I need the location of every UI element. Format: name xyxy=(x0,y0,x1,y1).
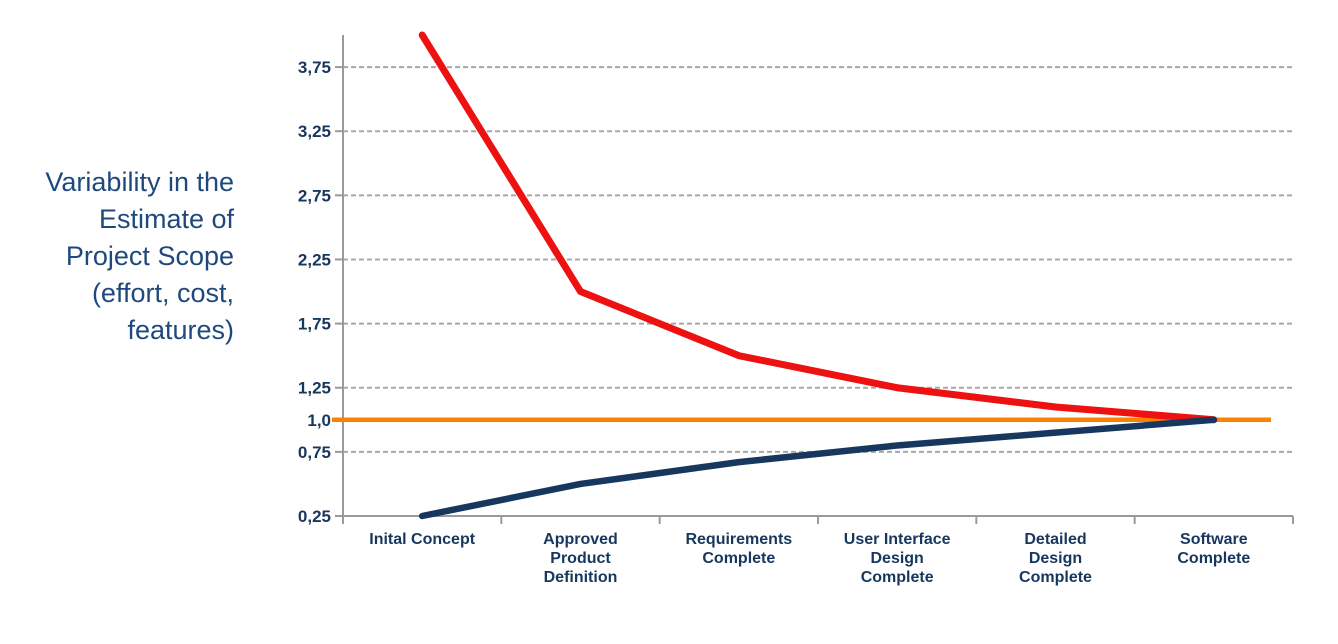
y-tick-label: 3,75 xyxy=(298,58,331,77)
y-tick-label: 0,25 xyxy=(298,507,331,526)
y-tick-label: 1,75 xyxy=(298,315,331,334)
series-lower-estimate xyxy=(418,416,1218,520)
y-tick-label: 2,75 xyxy=(298,186,331,205)
series-upper-estimate xyxy=(418,31,1218,424)
y-tick-label: 1,25 xyxy=(298,379,331,398)
y-tick-label: 2,25 xyxy=(298,250,331,269)
y-tick-label: 3,25 xyxy=(298,122,331,141)
y-axis-title: Variability in the Estimate of Project S… xyxy=(45,167,234,345)
y-tick-label: 0,75 xyxy=(298,443,331,462)
y-tick-label: 1,0 xyxy=(307,411,331,430)
